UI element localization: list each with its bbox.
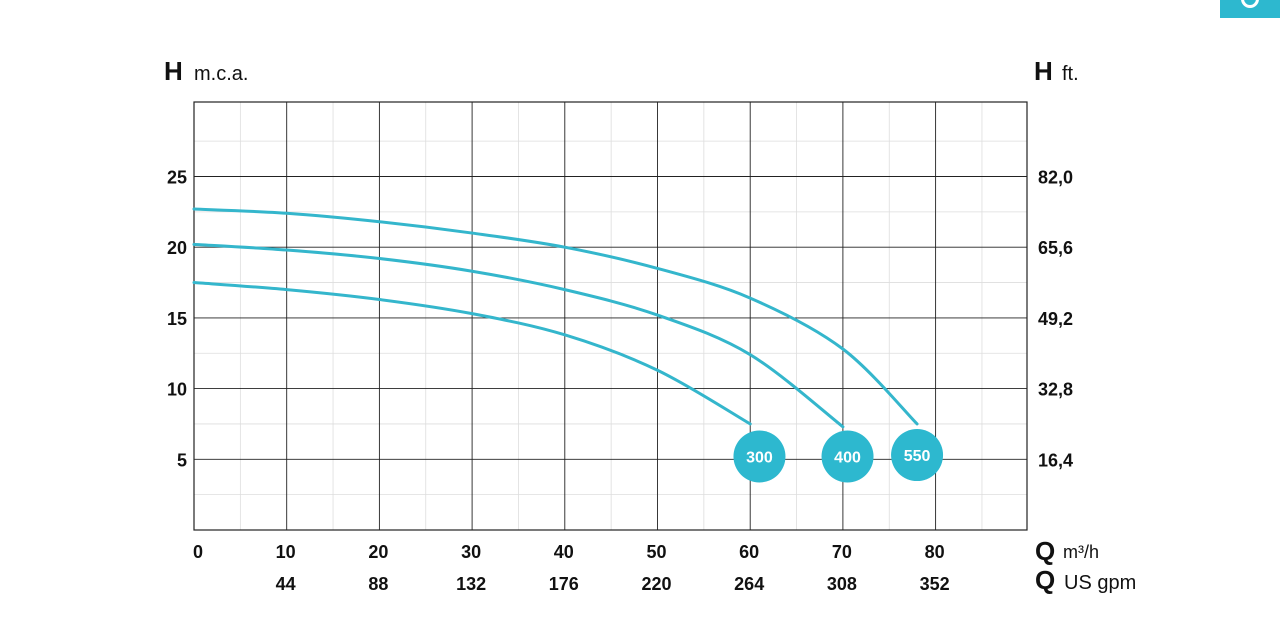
x-primary-tick-label: 10 [276,542,296,562]
x-secondary-tick-label: 220 [641,574,671,594]
right-tick-label: 82,0 [1038,168,1073,188]
x-primary-tick-label: 50 [646,542,666,562]
x-secondary-tick-label: 88 [368,574,388,594]
corner-tab[interactable] [1220,0,1280,18]
x-secondary-tick-label: 176 [549,574,579,594]
left-tick-label: 25 [167,168,187,188]
curve-badge-label-550: 550 [904,448,931,465]
x-primary-tick-label: 70 [832,542,852,562]
x-secondary-tick-label: 264 [734,574,764,594]
x-primary-tick-label: 20 [368,542,388,562]
left-axis-unit: m.c.a. [194,63,248,85]
x-axis-primary-ticks: 0 10 20 30 40 50 60 70 80 [193,542,945,562]
curve-badge-label-400: 400 [834,449,861,466]
curve-badge-400 [821,430,874,483]
minor-grid [194,102,1027,530]
right-tick-label: 65,6 [1038,238,1073,258]
curve-badge-label-300: 300 [746,449,773,466]
x-primary-tick-label: 80 [925,542,945,562]
x-axis-secondary-letter: Q [1035,565,1055,595]
left-tick-label: 15 [167,309,187,329]
x-primary-tick-label: 60 [739,542,759,562]
curve-badge-550 [891,429,944,482]
x-primary-tick-label: 40 [554,542,574,562]
curve-badges: 300 400 550 [733,429,944,483]
x-secondary-tick-label: 352 [920,574,950,594]
right-axis-letter: H [1034,56,1053,86]
right-axis-ticks: 16,4 32,8 49,2 65,6 82,0 [1038,168,1073,471]
x-secondary-tick-label: 44 [276,574,296,594]
x-secondary-tick-label: 308 [827,574,857,594]
x-secondary-tick-label: 132 [456,574,486,594]
curve-badge-300 [733,430,786,483]
x-primary-tick-label: 0 [193,542,203,562]
x-axis-secondary-unit: US gpm [1064,572,1136,594]
plot-frame [193,101,1028,531]
x-primary-tick-label: 30 [461,542,481,562]
curve-300 [192,281,752,426]
curves [192,207,919,429]
right-tick-label: 49,2 [1038,309,1073,329]
curve-400 [192,242,845,429]
right-axis-unit: ft. [1062,63,1079,85]
left-axis-ticks: 5 10 15 20 25 [167,168,187,471]
left-tick-label: 10 [167,380,187,400]
left-axis-letter: H [164,56,183,86]
x-axis-primary-unit: m³/h [1063,542,1099,562]
x-axis-primary-letter: Q [1035,536,1055,566]
x-axis-secondary-ticks: 44 88 132 176 220 264 308 352 [276,574,950,594]
left-tick-label: 5 [177,450,187,470]
right-tick-label: 32,8 [1038,380,1073,400]
left-tick-label: 20 [167,238,187,258]
right-tick-label: 16,4 [1038,450,1073,470]
curve-550 [192,207,919,426]
